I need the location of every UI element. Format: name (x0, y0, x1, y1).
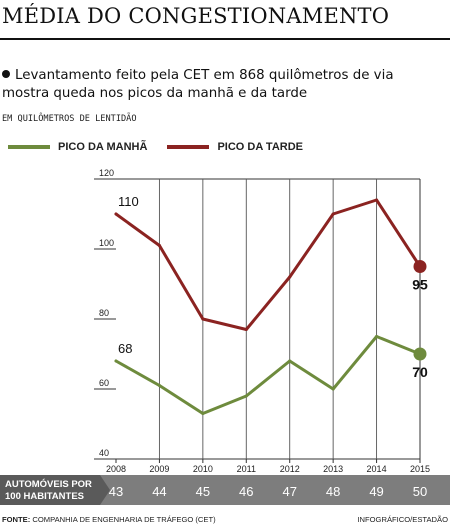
end-point-morning (413, 347, 427, 361)
cars-band-label-line1: AUTOMÓVEIS POR (5, 478, 92, 490)
data-point-morning (201, 412, 205, 415)
data-point-morning (157, 384, 161, 387)
data-point-evening (114, 212, 118, 216)
cars-value: 50 (413, 484, 427, 499)
x-tick-label: 2013 (323, 464, 343, 474)
x-tick-label: 2010 (193, 464, 213, 474)
data-label-morning-last: 70 (412, 364, 428, 380)
y-tick-label: 100 (99, 238, 114, 248)
legend-label-evening: PICO DA TARDE (217, 141, 303, 153)
title-rule (0, 38, 450, 40)
chart-title: MÉDIA DO CONGESTIONAMENTO (2, 4, 390, 28)
end-point-evening (413, 260, 427, 273)
data-point-morning (114, 359, 118, 363)
y-tick-label: 120 (99, 168, 114, 178)
data-point-morning (288, 359, 292, 363)
data-point-evening (201, 317, 205, 321)
legend-swatch-morning (8, 145, 50, 149)
units-label: EM QUILÔMETROS DE LENTIDÃO (2, 114, 137, 124)
source-note: FONTE: COMPANHIA DE ENGENHARIA DE TRÁFEG… (2, 515, 216, 524)
cars-band-label-line2: 100 HABITANTES (5, 491, 84, 502)
data-point-evening (288, 275, 292, 279)
cars-value: 45 (196, 484, 210, 499)
y-tick-label: 40 (99, 448, 109, 458)
data-point-evening (331, 212, 335, 216)
x-tick-label: 2008 (106, 464, 126, 474)
data-label-evening-last: 95 (412, 277, 428, 293)
x-tick-label: 2009 (149, 464, 169, 474)
legend: PICO DA MANHÃ PICO DA TARDE (8, 141, 323, 153)
data-label-morning-first: 68 (118, 341, 132, 356)
cars-value: 44 (152, 484, 166, 499)
legend-label-morning: PICO DA MANHÃ (58, 141, 148, 153)
cars-band-label-box (0, 475, 110, 505)
source-text: COMPANHIA DE ENGENHARIA DE TRÁFEGO (CET) (32, 515, 216, 524)
data-label-evening-first: 110 (118, 194, 139, 209)
data-point-evening (375, 198, 379, 202)
cars-value: 49 (369, 484, 383, 499)
data-point-evening (157, 244, 161, 247)
series-line-morning (114, 335, 422, 415)
x-tick-label: 2015 (410, 464, 430, 474)
subtitle-text: Levantamento feito pela CET em 868 quilô… (2, 68, 394, 101)
data-point-morning (244, 394, 248, 398)
x-tick-label: 2012 (280, 464, 300, 474)
legend-item-morning: PICO DA MANHÃ (8, 141, 147, 153)
legend-item-evening: PICO DA TARDE (167, 141, 303, 153)
x-tick-label: 2014 (367, 464, 387, 474)
source-label: FONTE: (2, 515, 31, 524)
y-tick-label: 80 (99, 308, 109, 318)
bullet-icon (2, 70, 10, 78)
credit-note: INFOGRÁFICO/ESTADÃO (357, 515, 448, 524)
series-line-evening (114, 198, 422, 331)
data-point-morning (375, 335, 379, 338)
y-tick-label: 60 (99, 378, 109, 388)
cars-value: 43 (109, 484, 123, 499)
cars-value: 48 (326, 484, 340, 499)
data-point-morning (331, 387, 335, 391)
x-tick-label: 2011 (237, 464, 256, 474)
cars-value: 46 (239, 484, 253, 499)
legend-swatch-evening (167, 145, 210, 149)
data-point-evening (244, 328, 248, 331)
cars-value: 47 (282, 484, 296, 499)
chart-subtitle: Levantamento feito pela CET em 868 quilô… (2, 67, 442, 103)
